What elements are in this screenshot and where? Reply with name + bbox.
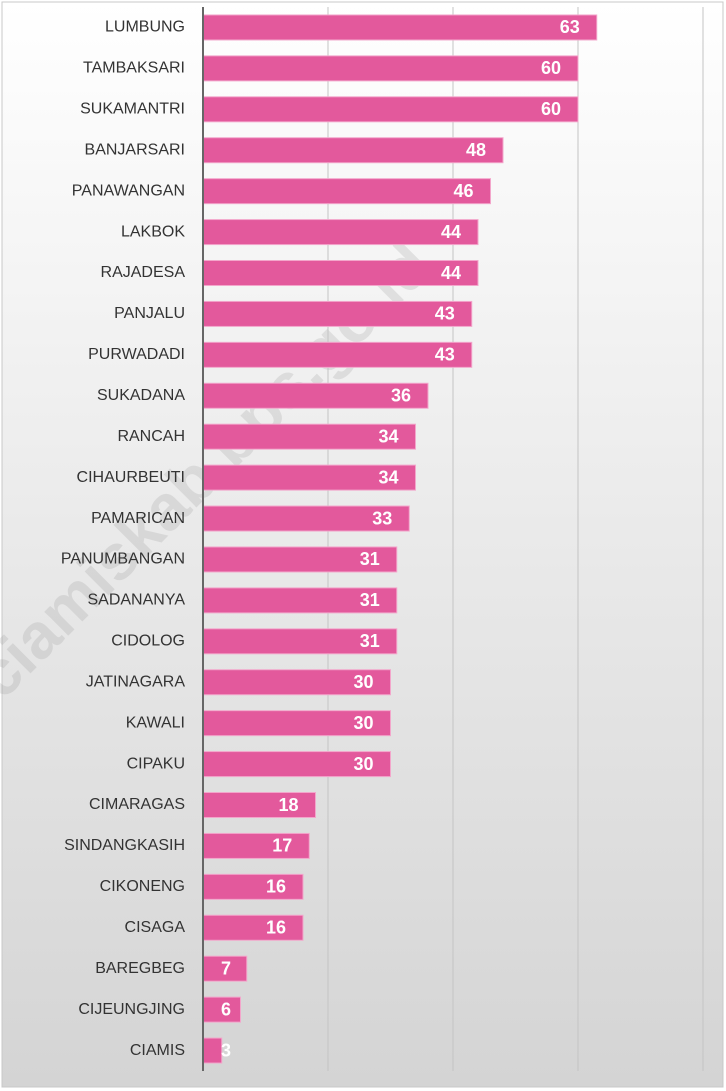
bar — [202, 914, 304, 941]
value-label: 33 — [372, 508, 392, 528]
y-tick-label: KAWALI — [126, 714, 185, 731]
value-label: 16 — [266, 918, 286, 938]
value-label: 17 — [272, 836, 292, 856]
bar — [202, 55, 579, 82]
bar — [202, 1037, 223, 1064]
bar — [202, 587, 398, 614]
bar — [202, 341, 473, 368]
y-tick-label: PANUMBANGAN — [61, 551, 185, 568]
y-tick-label: LAKBOK — [121, 223, 185, 240]
bar — [202, 546, 398, 573]
bar — [202, 96, 579, 123]
y-tick-label: PURWADADI — [88, 346, 185, 363]
bar — [202, 219, 479, 246]
bar — [202, 710, 391, 737]
value-label: 36 — [391, 386, 411, 406]
y-tick-label: TAMBAKSARI — [83, 60, 185, 77]
value-label: 63 — [560, 17, 580, 37]
value-label: 43 — [435, 304, 455, 324]
value-label: 31 — [360, 549, 380, 569]
y-tick-label: PANJALU — [114, 305, 185, 322]
y-tick-label: PAMARICAN — [91, 510, 185, 527]
y-tick-label: RAJADESA — [101, 264, 186, 281]
value-label: 6 — [221, 999, 231, 1019]
value-label: 43 — [435, 345, 455, 365]
y-tick-label: BAREGBEG — [95, 960, 185, 977]
y-tick-label: LUMBUNG — [105, 19, 185, 36]
value-label: 31 — [360, 590, 380, 610]
bar — [202, 628, 398, 655]
value-label: 44 — [441, 263, 461, 283]
bar — [202, 955, 248, 982]
y-tick-label: RANCAH — [117, 428, 185, 445]
bar — [202, 14, 598, 41]
bar — [202, 669, 391, 696]
value-label: 7 — [221, 958, 231, 978]
y-tick-label: PANAWANGAN — [72, 182, 185, 199]
bar — [202, 792, 316, 818]
y-tick-label: CIMARAGAS — [89, 796, 185, 813]
y-tick-label: CIHAURBEUTI — [77, 469, 185, 486]
value-label: 30 — [353, 754, 373, 774]
y-tick-label: JATINAGARA — [86, 673, 186, 690]
bar — [202, 260, 479, 286]
y-tick-label: CIAMIS — [130, 1042, 185, 1059]
y-tick-label: CISAGA — [125, 919, 186, 936]
bar — [202, 464, 416, 491]
y-tick-label: SADANANYA — [87, 592, 185, 609]
bar — [202, 832, 310, 859]
bar — [202, 751, 391, 778]
bar — [202, 873, 304, 900]
y-tick-label: SUKAMANTRI — [80, 101, 185, 118]
bar — [202, 505, 410, 532]
y-tick-label: CIKONENG — [100, 878, 185, 895]
bar — [202, 382, 429, 409]
value-label: 16 — [266, 877, 286, 897]
value-label: 30 — [353, 713, 373, 733]
value-label: 60 — [541, 58, 561, 78]
value-label: 34 — [378, 426, 398, 446]
value-label: 30 — [353, 672, 373, 692]
value-label: 48 — [466, 140, 486, 160]
value-label: 46 — [453, 181, 473, 201]
y-tick-label: CIJEUNGJING — [78, 1001, 185, 1018]
value-label: 44 — [441, 222, 461, 242]
y-tick-label: SINDANGKASIH — [64, 837, 185, 854]
value-label: 3 — [221, 1040, 231, 1060]
bar — [202, 423, 416, 450]
y-tick-label: CIPAKU — [127, 755, 185, 772]
bar — [202, 178, 491, 205]
value-label: 60 — [541, 99, 561, 119]
y-tick-label: SUKADANA — [97, 387, 185, 404]
y-tick-label: BANJARSARI — [85, 141, 185, 158]
bar — [202, 137, 504, 164]
value-label: 18 — [278, 795, 298, 815]
value-label: 31 — [360, 631, 380, 651]
y-tick-label: CIDOLOG — [111, 633, 185, 650]
value-label: 34 — [378, 467, 398, 487]
bar — [202, 300, 473, 327]
